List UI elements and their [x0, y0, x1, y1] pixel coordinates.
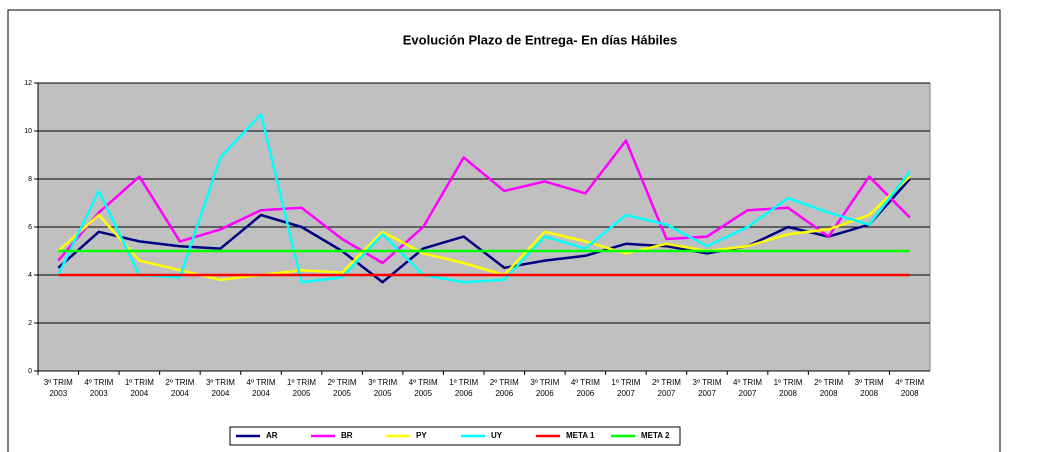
y-tick-label: 0 [28, 368, 32, 375]
x-tick-label: 2º TRIM 2006 [489, 378, 519, 398]
x-tick-label: 1º TRIM 2008 [773, 378, 803, 398]
y-tick-label: 2 [28, 320, 32, 327]
x-tick-label: 4º TRIM 2008 [895, 378, 925, 398]
chart-title: Evolución Plazo de Entrega- En días Hábi… [403, 32, 678, 47]
x-tick-label: 4º TRIM 2005 [408, 378, 438, 398]
series-line [57, 112, 911, 284]
y-tick-label: 10 [24, 128, 32, 135]
x-tick-label: 3º TRIM 2008 [854, 378, 884, 398]
x-tick-label: 1º TRIM 2004 [124, 378, 154, 398]
series-line [57, 139, 911, 265]
x-tick-label: 2º TRIM 2004 [165, 378, 195, 398]
x-tick-label: 3º TRIM 2003 [43, 378, 73, 398]
x-tick-label: 3º TRIM 2005 [368, 378, 398, 398]
legend-label: PY [416, 431, 427, 440]
legend-label: UY [491, 431, 503, 440]
y-tick-label: 4 [28, 272, 32, 279]
legend-label: META 1 [566, 431, 595, 440]
x-tick-label: 3º TRIM 2007 [692, 378, 722, 398]
x-tick-label: 4º TRIM 2006 [570, 378, 600, 398]
x-tick-label: 2º TRIM 2008 [814, 378, 844, 398]
x-tick-label: 3º TRIM 2006 [530, 378, 560, 398]
x-tick-label: 1º TRIM 2006 [449, 378, 479, 398]
x-tick-label: 3º TRIM 2004 [205, 378, 235, 398]
legend-label: BR [341, 431, 353, 440]
x-tick-label: 4º TRIM 2003 [84, 378, 114, 398]
y-tick-label: 12 [24, 80, 32, 87]
x-tick-label: 4º TRIM 2007 [733, 378, 763, 398]
x-tick-label: 2º TRIM 2005 [327, 378, 357, 398]
legend-label: AR [266, 431, 278, 440]
x-tick-label: 4º TRIM 2004 [246, 378, 276, 398]
x-tick-label: 1º TRIM 2007 [611, 378, 641, 398]
legend-label: META 2 [641, 431, 670, 440]
y-tick-label: 8 [28, 176, 32, 183]
x-tick-label: 1º TRIM 2005 [287, 378, 317, 398]
y-tick-label: 6 [28, 224, 32, 231]
legend-box [229, 426, 681, 446]
x-tick-label: 2º TRIM 2007 [651, 378, 681, 398]
